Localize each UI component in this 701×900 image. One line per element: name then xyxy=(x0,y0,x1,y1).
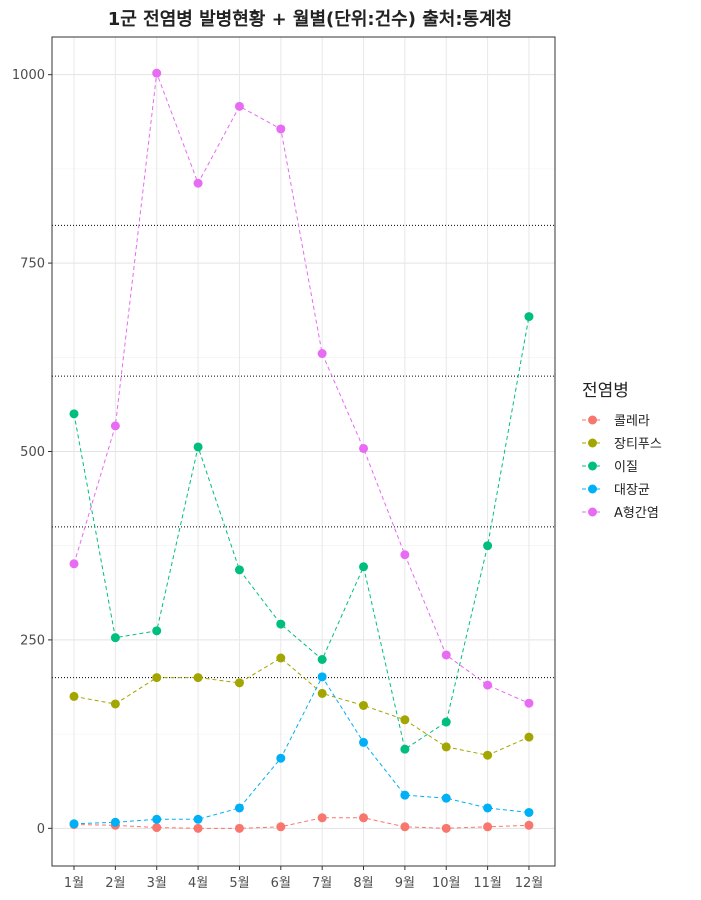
series-line xyxy=(73,72,530,704)
x-tick-label: 1월 xyxy=(64,876,84,891)
data-point xyxy=(152,68,162,78)
data-point xyxy=(400,744,410,754)
data-point xyxy=(524,312,534,322)
data-point xyxy=(234,565,244,575)
data-point xyxy=(483,750,493,760)
data-point xyxy=(359,443,369,453)
data-point xyxy=(359,562,369,572)
data-point xyxy=(276,619,286,629)
series-line xyxy=(73,316,530,750)
data-point xyxy=(441,823,451,833)
x-tick-label: 3월 xyxy=(147,876,167,891)
y-tick-label: 1000 xyxy=(12,68,45,83)
x-tick-label: 8월 xyxy=(353,876,373,891)
data-point xyxy=(524,807,534,817)
data-point xyxy=(441,742,451,752)
data-point xyxy=(193,178,203,188)
data-point xyxy=(483,822,493,832)
data-point xyxy=(400,715,410,725)
data-point xyxy=(69,409,79,419)
data-point xyxy=(317,688,327,698)
data-point xyxy=(317,349,327,359)
legend-key-point xyxy=(588,507,597,517)
data-point xyxy=(234,101,244,111)
data-point xyxy=(276,753,286,763)
data-point xyxy=(400,822,410,832)
data-point xyxy=(234,678,244,688)
data-point xyxy=(69,691,79,701)
data-point xyxy=(483,541,493,551)
legend-label: 장티푸스 xyxy=(614,437,662,452)
chart-title: 1군 전염병 발병현황 + 월별(단위:건수) 출처:통계청 xyxy=(108,9,512,30)
series-line xyxy=(73,817,529,829)
x-tick-label: 9월 xyxy=(395,876,415,891)
data-point xyxy=(524,698,534,708)
x-tick-label: 11월 xyxy=(473,876,502,891)
legend-label: 대장균 xyxy=(614,483,650,498)
legend-key-point xyxy=(588,438,597,448)
x-tick-label: 7월 xyxy=(312,876,332,891)
legend-label: A형간염 xyxy=(614,506,659,521)
data-point xyxy=(317,813,327,823)
y-tick-label: 0 xyxy=(37,822,45,837)
data-point xyxy=(152,673,162,683)
data-point xyxy=(524,732,534,742)
data-point xyxy=(483,680,493,690)
data-point xyxy=(193,814,203,824)
data-point xyxy=(69,819,79,829)
data-point xyxy=(234,823,244,833)
data-point xyxy=(152,823,162,833)
data-point xyxy=(359,813,369,823)
data-point xyxy=(400,550,410,560)
x-tick-label: 5월 xyxy=(229,876,249,891)
data-point xyxy=(234,803,244,813)
x-tick-label: 10월 xyxy=(432,876,461,891)
data-point xyxy=(441,793,451,803)
legend-title: 전염병 xyxy=(582,381,629,401)
data-point xyxy=(110,817,120,827)
data-point xyxy=(441,650,451,660)
x-tick-label: 2월 xyxy=(105,876,125,891)
data-point xyxy=(483,803,493,813)
data-point xyxy=(359,737,369,747)
data-point xyxy=(110,633,120,643)
y-tick-label: 750 xyxy=(20,257,45,272)
data-point xyxy=(441,717,451,727)
data-point xyxy=(110,421,120,431)
data-point xyxy=(317,655,327,665)
data-point xyxy=(400,790,410,800)
series-line xyxy=(73,657,530,756)
data-point xyxy=(152,626,162,636)
x-tick-label: 4월 xyxy=(188,876,208,891)
y-tick-label: 250 xyxy=(20,633,45,648)
data-point xyxy=(110,699,120,709)
plot-area: 0 250 500 750 1000 1월 2월 3월 4월 5월 6월 7월 8월 9월 10월 11월 12… xyxy=(12,36,556,891)
data-point xyxy=(276,653,286,663)
legend-key-point xyxy=(588,415,597,425)
data-point xyxy=(276,822,286,832)
legend-key-point xyxy=(588,461,597,471)
data-point xyxy=(193,823,203,833)
data-point xyxy=(317,672,327,682)
data-point xyxy=(524,820,534,830)
legend-key-point xyxy=(588,484,597,494)
data-point xyxy=(276,124,286,134)
data-point xyxy=(193,442,203,452)
data-point xyxy=(69,559,79,569)
x-tick-label: 6월 xyxy=(271,876,291,891)
y-tick-label: 500 xyxy=(20,445,45,460)
legend-label: 이질 xyxy=(614,460,638,475)
data-point xyxy=(152,814,162,824)
x-tick-label: 12월 xyxy=(515,876,544,891)
data-point xyxy=(193,673,203,683)
legend-label: 콜레라 xyxy=(614,414,650,429)
data-point xyxy=(359,700,369,710)
